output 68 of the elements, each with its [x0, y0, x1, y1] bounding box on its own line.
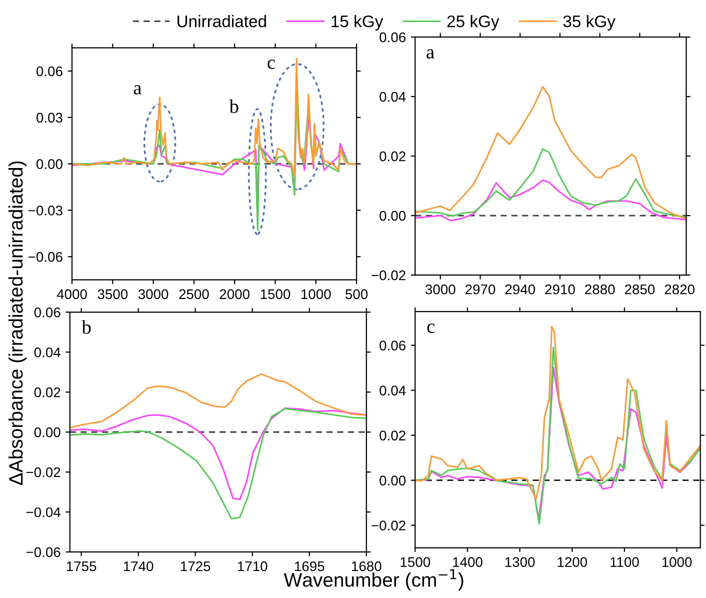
y-tick-label: −0.02 — [372, 520, 406, 530]
x-tick-label: 2970 — [466, 284, 496, 294]
x-tick-label: 500 — [346, 289, 368, 300]
line-series — [415, 179, 686, 222]
x-tick-label: 4000 — [56, 289, 87, 300]
y-tick-label: 0.02 — [380, 430, 406, 440]
x-tick-label: 2000 — [220, 289, 250, 300]
annotation: b — [82, 320, 91, 334]
y-tick-label: −0.03 — [28, 206, 62, 216]
x-tick-label: 2940 — [505, 284, 536, 294]
x-tick-label: 2880 — [585, 284, 615, 294]
y-tick-label: −0.02 — [372, 270, 406, 280]
y-tick-label: 0.00 — [36, 159, 62, 170]
y-tick-label: 0.04 — [34, 347, 60, 358]
y-tick-label: 0.00 — [380, 476, 406, 486]
x-tick-label: 1000 — [301, 289, 331, 300]
x-tick-label: 3000 — [138, 289, 168, 300]
annotation: a — [426, 49, 434, 59]
y-tick-label: 0.04 — [380, 92, 406, 102]
y-tick-label: −0.06 — [28, 252, 62, 262]
y-tick-label: 0.00 — [34, 427, 60, 438]
y-tick-label: −0.02 — [26, 467, 60, 478]
line-series — [415, 326, 700, 500]
line-series — [72, 58, 357, 177]
x-tick-label: 1740 — [124, 561, 154, 572]
y-tick-label: 0.06 — [34, 307, 60, 318]
line-series — [70, 407, 366, 500]
x-tick-label: 1000 — [662, 557, 692, 567]
x-tick-label: 1500 — [400, 557, 430, 567]
x-tick-label: 1500 — [260, 289, 290, 300]
x-tick-label: 1100 — [610, 557, 639, 567]
y-tick-label: 0.06 — [380, 32, 406, 42]
x-tick-label: 1300 — [505, 557, 535, 567]
y-tick-label: 0.06 — [36, 66, 62, 76]
legend-label: 35 kGy — [563, 15, 616, 31]
x-tick-label: 2820 — [664, 284, 694, 294]
line-series — [415, 148, 686, 218]
x-tick-label: 1725 — [180, 561, 210, 572]
y-tick-label: 0.06 — [380, 340, 406, 350]
line-series — [70, 408, 366, 520]
annotation: a — [134, 85, 142, 94]
x-tick-label: 1755 — [66, 561, 96, 572]
y-tick-label: 0.00 — [380, 210, 406, 221]
y-axis-title: ΔAbsorbance (irradiated-unirradiated) — [8, 161, 27, 485]
x-tick-label: 2910 — [545, 284, 575, 294]
y-tick-label: 0.02 — [34, 387, 60, 398]
line-series — [415, 86, 686, 220]
x-tick-label: 1400 — [453, 557, 482, 567]
x-tick-label: 2850 — [624, 284, 655, 294]
annotation: c — [427, 324, 435, 333]
legend-label: Unirradiated — [178, 15, 266, 28]
x-tick-label: 2500 — [179, 289, 209, 300]
x-tick-label: 1695 — [295, 561, 324, 572]
legend-label: 15 kGy — [332, 15, 384, 31]
x-tick-label: 1710 — [238, 561, 268, 572]
x-tick-label: 1680 — [352, 561, 382, 572]
y-tick-label: −0.04 — [26, 507, 60, 518]
y-tick-label: −0.06 — [26, 547, 60, 558]
y-tick-label: 0.04 — [380, 386, 406, 396]
x-tick-label: 1200 — [558, 557, 588, 567]
x-tick-label: 3500 — [98, 289, 128, 300]
legend-label: 25 kGy — [447, 15, 500, 31]
y-tick-label: 0.03 — [36, 112, 62, 123]
annotation: b — [229, 99, 238, 114]
line-series — [70, 373, 366, 428]
y-tick-label: 0.02 — [380, 151, 406, 162]
annotation: c — [268, 60, 275, 69]
x-tick-label: 3000 — [425, 284, 456, 294]
